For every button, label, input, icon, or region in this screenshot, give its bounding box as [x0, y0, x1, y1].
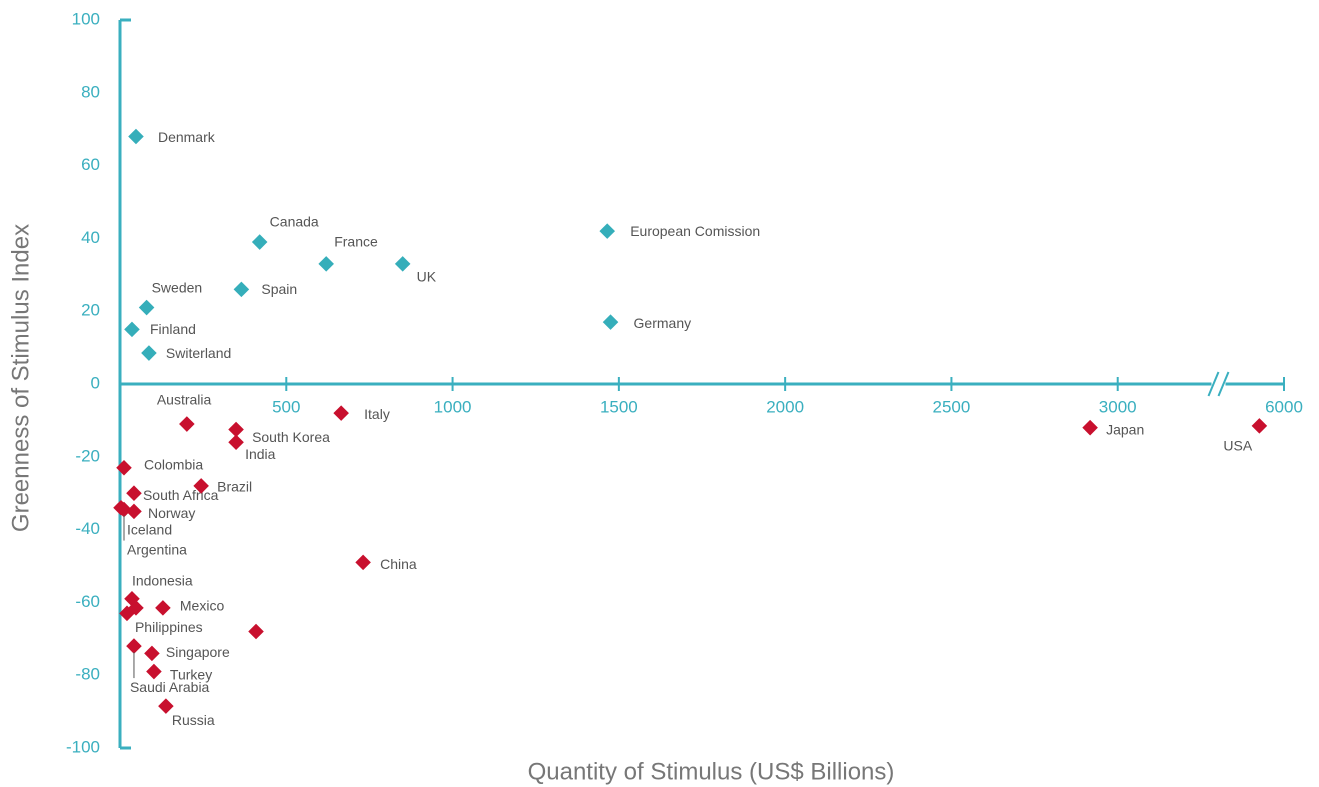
- point-label: Singapore: [166, 644, 230, 660]
- point-label: Switerland: [166, 345, 231, 361]
- point: [248, 623, 264, 640]
- point: [126, 503, 142, 520]
- point: [228, 434, 244, 451]
- point-label: USA: [1223, 438, 1252, 454]
- y-tick-label: 40: [81, 228, 100, 247]
- point-label: Sweden: [152, 279, 203, 295]
- point: [144, 645, 160, 662]
- point: [193, 478, 209, 494]
- x-tick-label: 1000: [434, 397, 472, 416]
- point: [233, 281, 250, 298]
- y-tick-label: 0: [91, 373, 100, 392]
- point-label: Australia: [157, 392, 212, 408]
- y-tick-label: -80: [75, 665, 100, 684]
- x-tick-label: 6000: [1265, 397, 1303, 416]
- y-tick-label: 60: [81, 155, 100, 174]
- axis-break: [1217, 371, 1230, 397]
- point-label: Norway: [148, 505, 195, 521]
- point-label: Brazil: [217, 479, 252, 495]
- point: [333, 405, 349, 421]
- point-label: European Comission: [630, 223, 760, 239]
- point: [128, 128, 144, 145]
- point-label: Argentina: [127, 541, 187, 557]
- point-label: Spain: [261, 281, 297, 297]
- axis-break: [1207, 371, 1220, 397]
- point-label: China: [380, 556, 417, 572]
- x-tick-label: 1500: [600, 397, 638, 416]
- point: [126, 638, 142, 654]
- point: [355, 554, 371, 571]
- point-label: South Africa: [143, 487, 219, 503]
- point: [602, 314, 619, 330]
- point: [394, 256, 411, 272]
- x-tick-label: 500: [272, 397, 300, 416]
- point-label: Japan: [1106, 421, 1144, 437]
- point-label: Russia: [172, 712, 215, 728]
- point: [158, 698, 174, 714]
- point: [124, 321, 140, 338]
- point-label: Turkey: [170, 666, 212, 682]
- x-tick-label: 3000: [1099, 397, 1137, 416]
- point: [141, 345, 157, 361]
- point-label: Germany: [634, 315, 692, 331]
- point: [1251, 418, 1268, 434]
- point-label: Saudi Arabia: [130, 679, 210, 695]
- y-tick-label: 80: [81, 82, 100, 101]
- point: [126, 485, 142, 501]
- point-label: Indonesia: [132, 572, 193, 588]
- point: [128, 600, 144, 616]
- point: [318, 256, 334, 272]
- y-tick-label: -40: [75, 519, 100, 538]
- y-tick-label: -60: [75, 592, 100, 611]
- point-label: France: [334, 234, 378, 250]
- x-axis-title: Quantity of Stimulus (US$ Billions): [528, 758, 895, 785]
- x-tick-label: 2500: [933, 397, 971, 416]
- point: [138, 299, 155, 316]
- point-label: South Korea: [252, 429, 330, 445]
- point: [599, 223, 615, 239]
- point: [146, 663, 162, 680]
- point-label: India: [245, 446, 276, 462]
- point: [251, 234, 268, 250]
- point-label: Philippines: [135, 619, 203, 635]
- point-label: Colombia: [144, 456, 203, 472]
- point: [155, 600, 171, 616]
- point: [179, 416, 195, 432]
- point-label: Canada: [270, 214, 319, 230]
- point: [1082, 419, 1098, 436]
- y-axis-title: Greenness of Stimulus Index: [7, 224, 34, 532]
- point-label: Iceland: [127, 521, 172, 537]
- point-label: UK: [417, 269, 437, 285]
- y-tick-label: 100: [72, 9, 100, 28]
- x-tick-label: 2000: [766, 397, 804, 416]
- point-label: Denmark: [158, 129, 216, 145]
- y-tick-label: -100: [66, 737, 100, 756]
- point: [228, 421, 244, 438]
- y-tick-label: -20: [75, 446, 100, 465]
- point-label: Italy: [364, 406, 390, 422]
- point-label: Finland: [150, 321, 196, 337]
- y-tick-label: 20: [81, 301, 100, 320]
- point-label: Mexico: [180, 598, 225, 614]
